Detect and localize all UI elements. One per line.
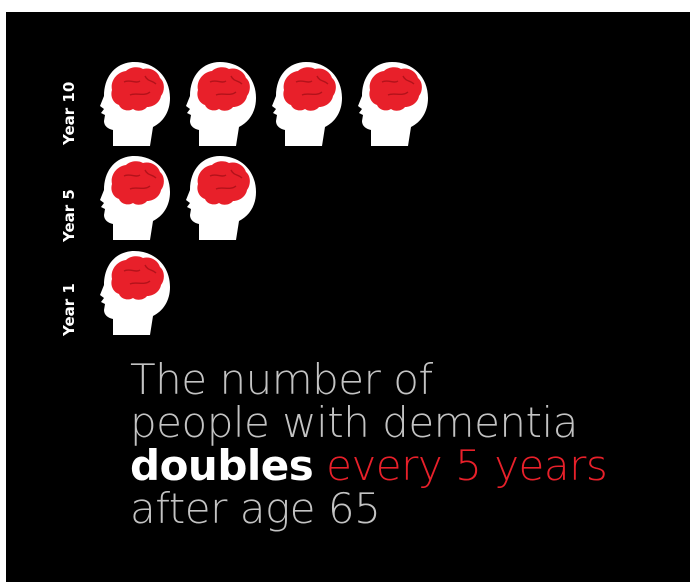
brain-icon [197,67,250,111]
head-icon [100,156,170,240]
head-icon [100,62,170,146]
brain-fold-lines [123,75,157,96]
brain-fold-lines [123,169,157,190]
brain-icon [111,67,164,111]
head-icon [272,62,342,146]
head-icon [358,62,428,146]
brain-icon [111,256,164,300]
brain-icon [369,67,422,111]
head-icon [186,62,256,146]
headline-line-1: The number of [130,355,433,404]
brain-icon [197,161,250,205]
headline-line-3: doubles every 5 years [130,444,690,487]
brain-fold-lines [123,264,157,285]
headline-bold-word: doubles [130,441,314,490]
head-icon [100,251,170,335]
brain-icon [283,67,336,111]
headline-line-2: people with dementia [130,398,578,447]
headline: The number of people with dementia doubl… [130,358,690,530]
brain-fold-lines [209,75,243,96]
brain-fold-lines [381,75,415,96]
brain-icon [111,161,164,205]
head-icon [186,156,256,240]
brain-fold-lines [295,75,329,96]
headline-accent-phrase: every 5 years [313,441,608,490]
brain-fold-lines [209,169,243,190]
headline-line-4: after age 65 [130,484,381,533]
